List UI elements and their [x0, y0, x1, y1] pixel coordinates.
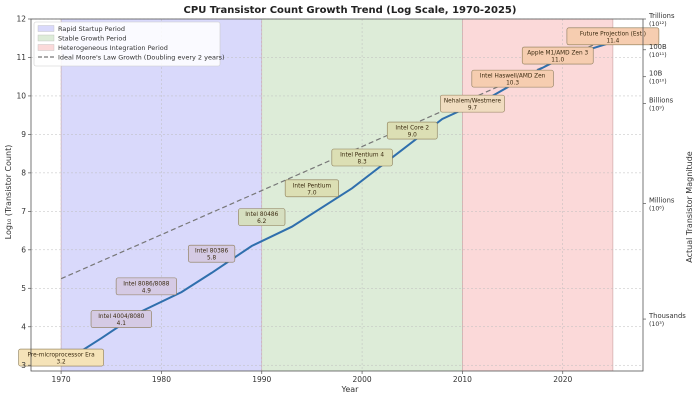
annotation-label: Intel 80386 [195, 249, 228, 255]
legend-label-2: Heterogeneous Integration Period [58, 44, 168, 52]
annotation-value: 5.8 [207, 256, 217, 262]
annotation-box [188, 244, 236, 263]
annotation-value: 9.0 [408, 133, 418, 139]
y-tick-label-4: 7 [21, 207, 26, 216]
annotation-box [521, 46, 594, 65]
right-axis-label: Actual Transistor Magnitude [685, 151, 694, 262]
annotation-value: 8.3 [357, 159, 367, 165]
chart-title: CPU Transistor Count Growth Trend (Log S… [184, 5, 517, 16]
x-tick-label-2: 1990 [252, 375, 271, 384]
legend-label-0: Rapid Startup Period [58, 25, 125, 33]
magnitude-exponent-4: (10⁶) [649, 206, 664, 213]
ideal-moores-law-line [60, 35, 614, 280]
magnitude-label-3: Billions [649, 97, 674, 105]
annotation-box [238, 208, 286, 226]
annotation-box [284, 179, 339, 198]
annotation-label: Nehalem/Westmere [444, 99, 502, 105]
x-axis: 1970 1980 1990 2000 2010 2020 [52, 371, 573, 384]
annotation-box [90, 310, 152, 328]
annotation-value: 4.9 [142, 288, 152, 294]
y-tick-label-2: 5 [21, 284, 26, 293]
annotation-box [386, 121, 438, 140]
y-tick-label-6: 9 [21, 130, 26, 139]
annotation-box [331, 148, 393, 167]
annotation-10: Apple M1/AMD Zen 311.0 [521, 46, 594, 65]
annotation-value: 3.2 [56, 360, 66, 366]
annotation-value: 10.3 [506, 81, 519, 87]
y-tick-label-7: 10 [16, 92, 26, 101]
annotation-label: Intel 4004/8080 [98, 314, 144, 320]
legend-label-3: Ideal Moore's Law Growth (Doubling every… [58, 54, 225, 62]
plot-frame [30, 18, 644, 372]
annotation-box [440, 94, 505, 113]
annotation-label: Intel Core 2 [395, 126, 429, 132]
magnitude-exponent-2: (10¹⁰) [649, 79, 667, 86]
x-tick-label-5: 2020 [553, 375, 572, 384]
x-tick-label-1: 1980 [152, 375, 171, 384]
annotation-value: 11.0 [551, 58, 564, 64]
annotation-11: Future Projection (Est.)11.4 [566, 27, 660, 46]
annotation-box [566, 27, 660, 46]
magnitude-label-4: Millions [649, 197, 675, 205]
magnitude-exponent-3: (10⁹) [649, 106, 664, 113]
annotation-value: 9.7 [468, 106, 478, 112]
magnitude-label-0: Trillions [648, 12, 675, 20]
x-tick-label-4: 2010 [453, 375, 472, 384]
magnitude-label-1: 100B [649, 43, 667, 51]
annotation-label: Future Projection (Est.) [580, 31, 646, 37]
annotation-value: 7.0 [307, 190, 317, 196]
y-tick-label-5: 8 [21, 168, 26, 177]
annotation-label: Intel 8086/8088 [123, 281, 169, 287]
y-tick-label-8: 11 [16, 53, 26, 62]
annotation-label: Intel Pentium [293, 183, 332, 189]
ideal-line-layer [60, 35, 614, 280]
legend-swatch-1 [37, 34, 55, 42]
annotation-7: Intel Core 29.0 [386, 121, 438, 140]
annotation-label: Intel Pentium 4 [340, 152, 384, 158]
annotation-6: Intel Pentium 48.3 [331, 148, 393, 167]
plot-border [30, 18, 644, 372]
x-tick-label-0: 1970 [52, 375, 71, 384]
magnitude-exponent-0: (10¹²) [649, 21, 667, 28]
legend-label-1: Stable Growth Period [58, 35, 127, 43]
right-axis: Trillions(10¹²) 100B(10¹¹) 10B(10¹⁰) Billio… [643, 12, 686, 328]
legend-box [33, 21, 221, 67]
x-axis-label: Year [341, 385, 360, 394]
legend: Rapid Startup Period Stable Growth Period… [33, 21, 225, 67]
y-tick-label-1: 4 [21, 322, 26, 331]
y-tick-label-9: 12 [16, 15, 26, 24]
y-tick-label-3: 6 [21, 245, 26, 254]
annotation-value: 11.4 [606, 38, 619, 44]
x-tick-label-3: 2000 [353, 375, 372, 384]
y-tick-label-0: 3 [21, 361, 26, 370]
annotation-label: Intel 80486 [245, 212, 278, 218]
magnitude-exponent-5: (10³) [649, 321, 664, 328]
y-axis: 3 4 5 6 7 8 9 10 11 12 [16, 15, 31, 370]
annotation-label: Pre-microprocessor Era [27, 353, 95, 359]
annotation-value: 4.1 [117, 321, 127, 327]
annotation-label: Intel Haswell/AMD Zen [480, 74, 546, 80]
annotation-value: 6.2 [257, 219, 267, 225]
annotation-label: Apple M1/AMD Zen 3 [527, 51, 588, 57]
annotation-box [18, 348, 104, 367]
magnitude-label-2: 10B [649, 70, 663, 78]
legend-swatch-2 [37, 44, 55, 51]
annotation-box [115, 277, 177, 296]
legend-swatch-0 [37, 25, 55, 32]
y-axis-label: Log₁₀ (Transistor Count) [4, 145, 13, 240]
annotation-box [471, 69, 554, 88]
magnitude-label-5: Thousands [648, 312, 686, 320]
magnitude-exponent-1: (10¹¹) [649, 52, 667, 59]
